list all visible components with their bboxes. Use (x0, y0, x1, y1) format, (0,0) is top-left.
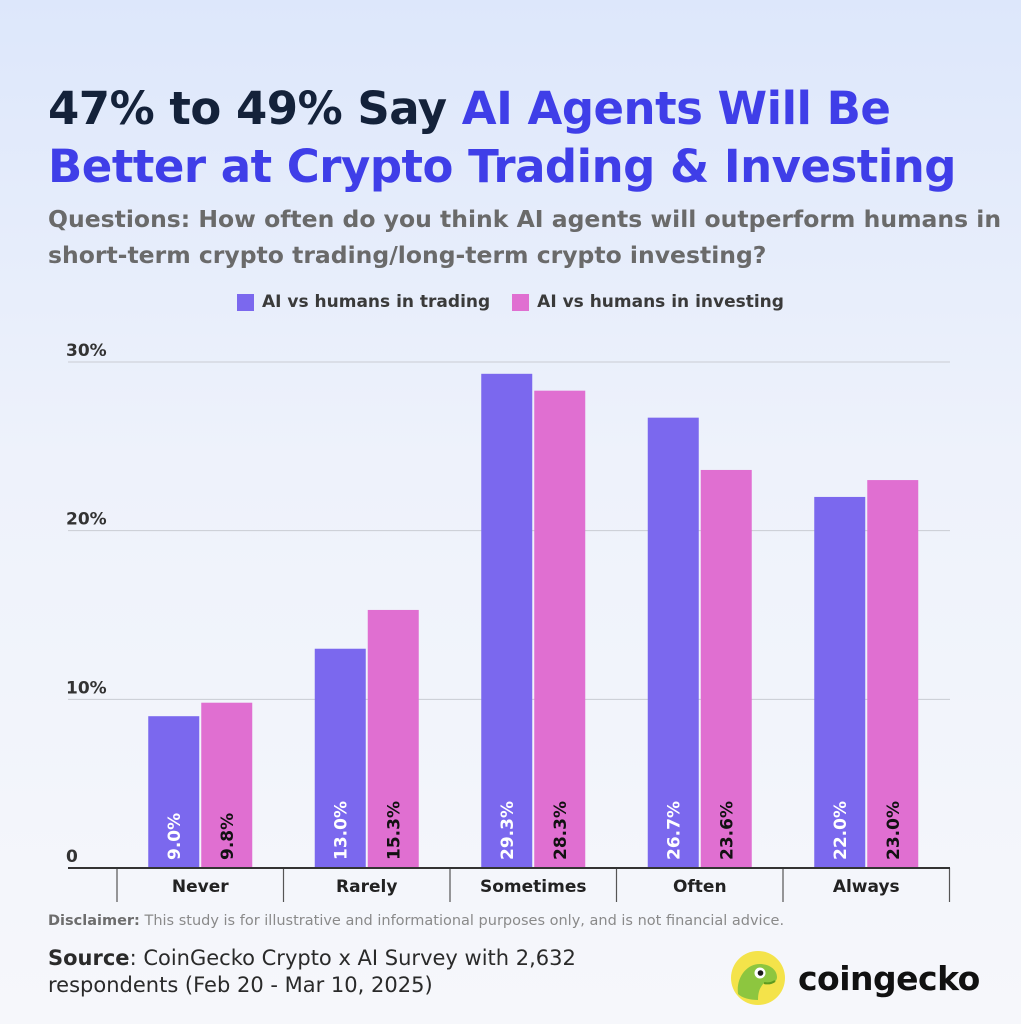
data-label: 28.3% (551, 801, 571, 860)
y-tick-label: 30% (66, 341, 107, 361)
chart-title: 47% to 49% Say AI Agents Will Be Better … (48, 80, 1008, 196)
legend-swatch-investing (512, 293, 530, 311)
disclaimer-label: Disclaimer: (48, 913, 140, 929)
chart-subtitle: Questions: How often do you think AI age… (48, 205, 1002, 269)
legend-item-investing: AI vs humans in investing (512, 292, 784, 312)
data-label: 26.7% (664, 801, 684, 860)
bar (148, 716, 200, 868)
bar (534, 390, 586, 868)
bar (814, 496, 866, 868)
bar (481, 373, 533, 868)
legend-swatch-trading (237, 293, 255, 311)
data-label: 15.3% (384, 801, 404, 860)
legend-label-investing: AI vs humans in investing (537, 292, 784, 312)
x-tick-label: Often (673, 877, 727, 897)
disclaimer-text: This study is for illustrative and infor… (139, 913, 785, 929)
bar-chart: 0 10% 20% 30% 9.0% 9.8% Never 13.0% 15.3% Rarely 2… (66, 341, 951, 902)
bar (647, 417, 699, 868)
y-tick-label: 0 (66, 847, 78, 867)
bar (367, 609, 419, 868)
legend-label-trading: AI vs humans in trading (262, 292, 491, 312)
data-label: 23.0% (884, 801, 904, 860)
legend: AI vs humans in trading AI vs humans in … (0, 292, 1021, 312)
source-text: : CoinGecko Crypto x AI Survey with 2,63… (48, 946, 576, 997)
source-label: Source (48, 946, 130, 970)
disclaimer: Disclaimer: This study is for illustrati… (48, 913, 784, 929)
y-tick-label: 10% (66, 678, 107, 698)
data-label: 13.0% (331, 801, 351, 860)
data-label: 29.3% (498, 801, 518, 860)
data-label: 9.8% (218, 813, 238, 860)
data-label: 9.0% (165, 813, 185, 860)
bar (867, 480, 919, 868)
x-tick-label: Never (172, 877, 229, 897)
source-note: Source: CoinGecko Crypto x AI Survey wit… (48, 945, 688, 999)
title-part-accent: AI Agents Will Be Better at Crypto Tradi… (48, 82, 957, 193)
legend-item-trading: AI vs humans in trading (237, 292, 490, 312)
y-tick-label: 20% (66, 510, 107, 530)
bar (314, 648, 366, 868)
x-tick-label: Rarely (336, 877, 397, 897)
title-part-dark: 47% to 49% Say (48, 82, 462, 135)
data-label: 22.0% (831, 801, 851, 860)
gecko-logo-icon (731, 951, 785, 1005)
x-tick-label: Always (833, 877, 900, 897)
brand-name: coingecko (798, 958, 980, 998)
bar (201, 702, 253, 868)
bar (700, 469, 752, 868)
x-tick-label: Sometimes (480, 877, 586, 897)
brand: coingecko (730, 950, 980, 1006)
data-label: 23.6% (717, 801, 737, 860)
